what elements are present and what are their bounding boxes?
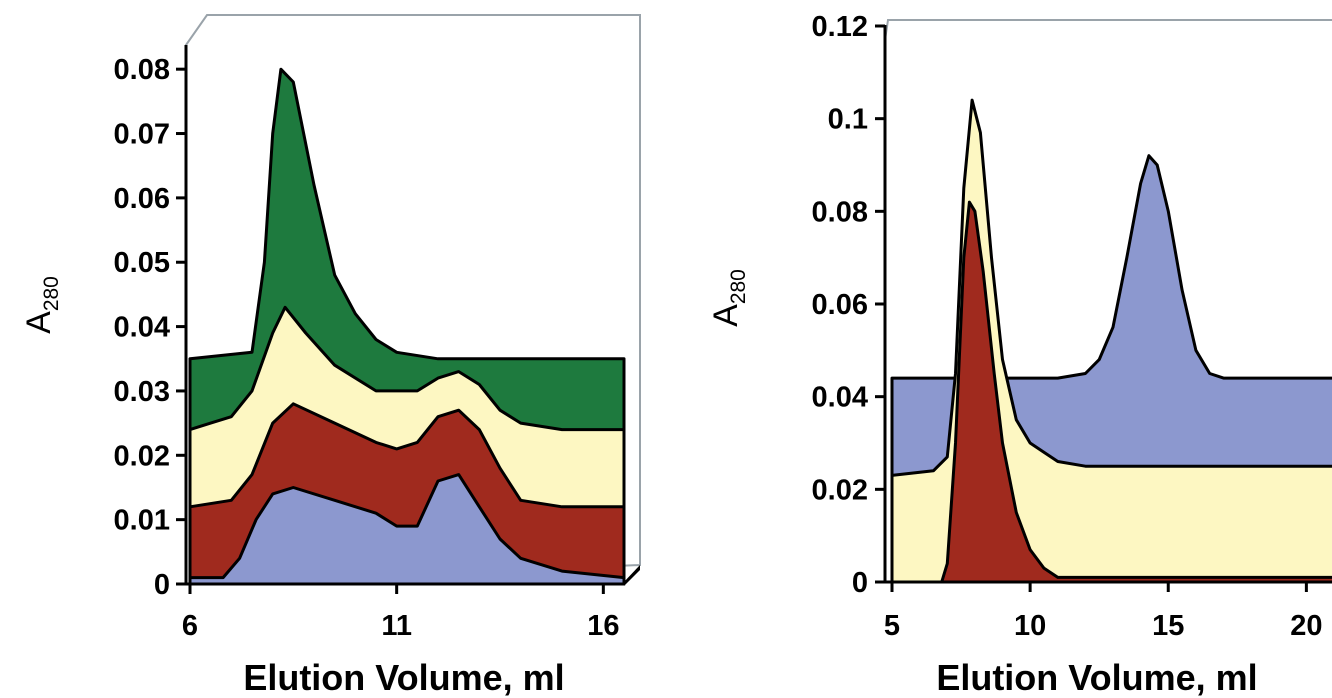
left-y-ticks: 0 0.01 0.02 0.03 0.04 0.05 0.06 0.07 0.08 [114,54,186,601]
right-y-ticks: 0 0.02 0.04 0.06 0.08 0.1 0.12 [812,11,885,599]
right-y-tick-label: 0.02 [812,474,868,506]
left-floor-edge [622,565,640,584]
right-y-tick-label: 0.08 [812,196,868,228]
left-x-ticks: 6 11 16 [182,584,619,642]
left-x-tick-label: 6 [182,610,198,642]
left-series-group [188,67,626,586]
right-y-tick-label: 0.12 [812,11,868,43]
right-y-tick-label: 0.06 [812,289,868,321]
right-x-ticks: 5 10 15 20 [884,582,1323,642]
left-y-tick-label: 0.06 [114,183,170,215]
left-y-axis-title-main: A [20,311,58,334]
right-y-axis-title-sub: 280 [727,269,750,304]
right-x-tick-label: 5 [884,610,900,642]
right-y-tick-label: 0.04 [812,382,868,414]
left-x-axis-title: Elution Volume, ml [243,657,564,698]
right-y-axis-title: A280 [707,269,750,327]
right-x-tick-label: 10 [1014,610,1046,642]
right-chart: 0 0.02 0.04 0.06 0.08 0.1 0.12 5 10 15 20 Elution… [707,11,1332,698]
right-x-axis-title: Elution Volume, ml [936,657,1257,698]
left-y-tick-label: 0.05 [114,247,170,279]
left-series-area-4 [188,473,626,586]
right-series-group [890,98,1332,584]
left-y-tick-label: 0.08 [114,54,170,86]
right-y-tick-label: 0 [852,567,868,599]
left-y-tick-label: 0.03 [114,376,170,408]
left-y-tick-label: 0.04 [114,312,170,344]
right-x-tick-label: 15 [1152,610,1184,642]
left-y-tick-label: 0.07 [114,119,170,151]
right-series-area-3 [890,200,1332,584]
right-frame [884,19,1332,41]
left-x-tick-label: 11 [381,610,412,642]
svg-text:A280: A280 [707,269,750,327]
right-y-tick-label: 0.1 [828,104,868,136]
left-y-axis-title: A280 [20,276,63,334]
left-y-tick-label: 0.01 [114,505,170,537]
left-y-axis-title-sub: 280 [40,276,63,311]
left-y-tick-label: 0.02 [114,440,170,472]
right-y-axis-title-main: A [707,304,745,327]
left-chart: 00.010.020.030.040.050.060.070.08 6 11 16 … [20,14,641,698]
svg-text:A280: A280 [20,276,63,334]
left-y-tick-label: 0 [154,569,170,601]
right-x-tick-label: 20 [1290,610,1322,642]
left-x-tick-label: 16 [587,610,619,642]
